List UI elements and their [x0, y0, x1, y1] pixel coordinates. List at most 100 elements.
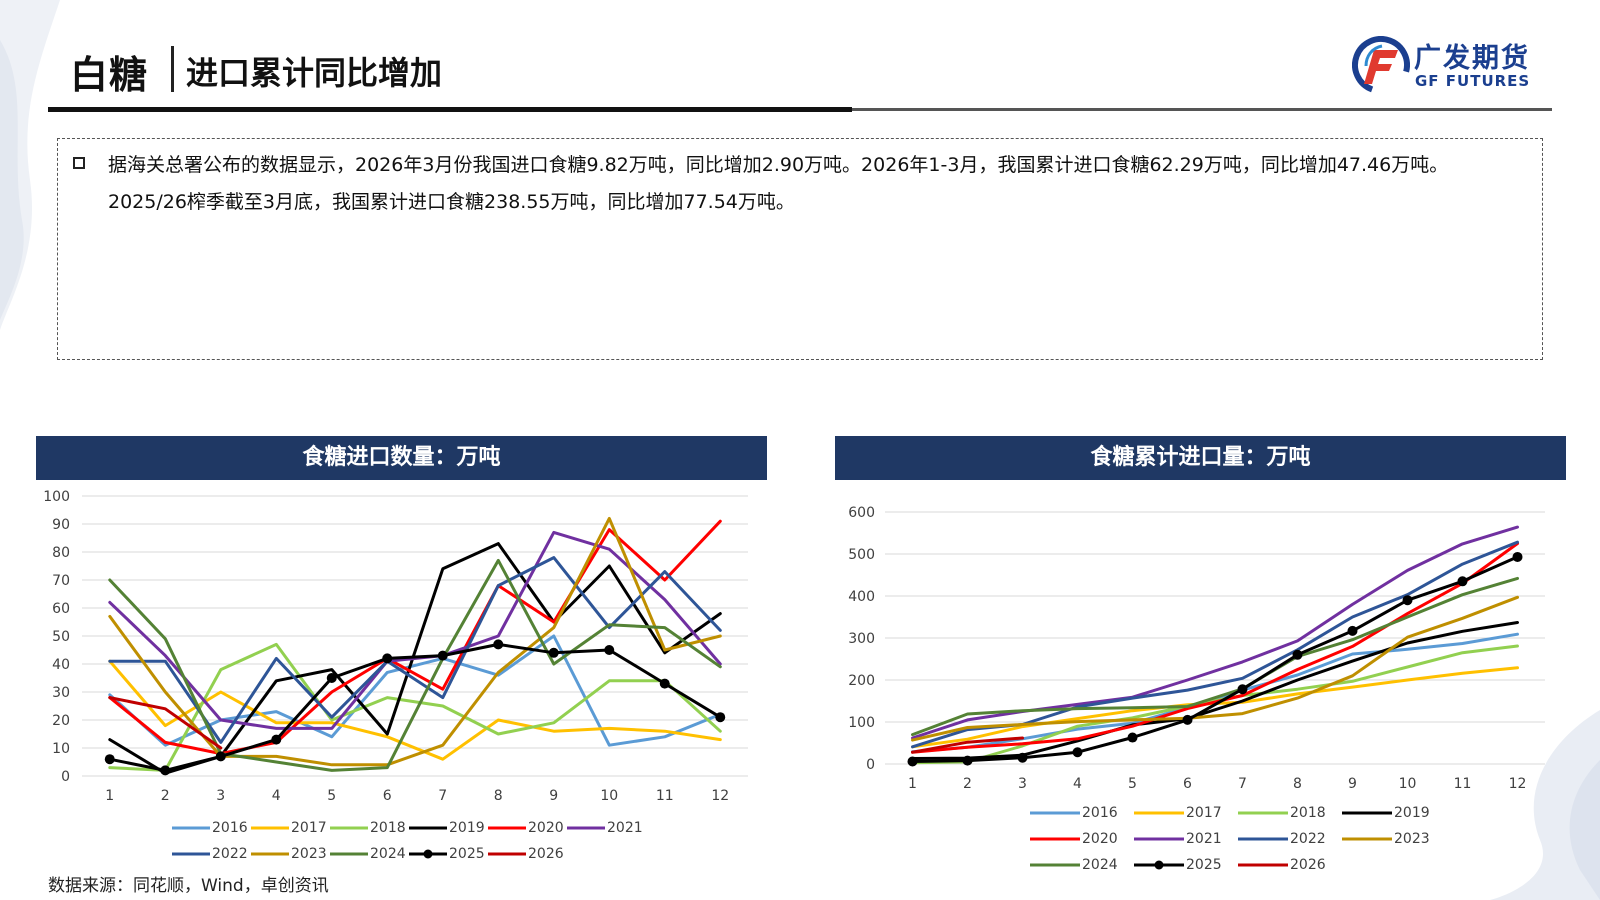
summary-line-2: 2025/26榨季截至3月底，我国累计进口食糖238.55万吨，同比增加77.5…: [108, 191, 795, 213]
chart-title-monthly-imports: 食糖进口数量：万吨: [36, 436, 767, 480]
y-tick-label: 300: [848, 631, 875, 647]
summary-line-1: 据海关总署公布的数据显示，2026年3月份我国进口食糖9.82万吨，同比增加2.…: [108, 154, 1449, 176]
y-tick-label: 70: [52, 573, 70, 589]
legend-item-2024: 2024: [1030, 857, 1134, 873]
legend-item-2025: 2025: [1134, 857, 1238, 873]
y-tick-label: 100: [43, 489, 70, 505]
y-tick-label: 90: [52, 517, 70, 533]
legend-swatch-2021: [1134, 837, 1184, 841]
legend-label-2017: 2017: [1186, 805, 1222, 821]
data-point-2025: [1402, 595, 1413, 606]
x-tick-label: 7: [438, 788, 447, 804]
chart-title-cumulative-imports: 食糖累计进口量：万吨: [835, 436, 1566, 480]
legend-label-2026: 2026: [1290, 857, 1326, 873]
legend-label-2022: 2022: [212, 846, 248, 862]
legend-swatch-2026: [488, 852, 526, 856]
data-point-2025: [160, 765, 171, 776]
series-line-2018: [108, 642, 722, 772]
x-tick-label: 9: [1348, 776, 1357, 792]
y-tick-label: 80: [52, 545, 70, 561]
gf-logo-mark-icon: [1352, 36, 1410, 94]
data-point-2025: [1457, 576, 1468, 587]
y-tick-label: 100: [848, 715, 875, 731]
data-point-2025: [659, 678, 670, 689]
y-tick-label: 500: [848, 547, 875, 563]
title-divider: [171, 46, 174, 92]
legend-swatch-2017: [1134, 811, 1184, 815]
page-title: 白糖: [70, 53, 149, 97]
legend-label-2023: 2023: [291, 846, 327, 862]
y-tick-label: 10: [52, 741, 70, 757]
legend-swatch-2024: [1030, 863, 1080, 867]
legend-swatch-2020: [488, 826, 526, 830]
x-tick-label: 6: [383, 788, 392, 804]
legend-label-2018: 2018: [370, 820, 406, 836]
y-tick-label: 20: [52, 713, 70, 729]
legend-item-2026: 2026: [1238, 857, 1342, 873]
data-point-2025: [1072, 747, 1083, 758]
series-line-2026: [108, 696, 223, 750]
series-line-2020: [911, 542, 1519, 754]
data-point-2025: [1512, 551, 1523, 562]
legend-item-2019: 2019: [409, 820, 488, 836]
logo-text-cn: 广发期货: [1414, 43, 1530, 74]
series-line-2016: [108, 634, 722, 747]
legend-item-2026: 2026: [488, 846, 567, 862]
data-point-2025: [1237, 684, 1248, 695]
series-line-2025: [108, 642, 722, 772]
legend-label-2023: 2023: [1394, 831, 1430, 847]
series-line-2025: [911, 555, 1519, 763]
series-line-2026: [911, 736, 1024, 754]
series-line-2021: [911, 525, 1519, 740]
x-tick-label: 7: [1238, 776, 1247, 792]
legend-label-2016: 2016: [1082, 805, 1118, 821]
data-point-2025: [1292, 649, 1303, 660]
y-tick-label: 200: [848, 673, 875, 689]
x-tick-label: 5: [327, 788, 336, 804]
monthly-imports-legend: 2016 2017 2018 2019 2020 2021 2022 2023 2024 2025…: [172, 815, 646, 867]
y-tick-label: 30: [52, 685, 70, 701]
data-source-note: 数据来源：同花顺，Wind，卓创资讯: [48, 876, 329, 896]
header-rule-dark: [48, 107, 852, 112]
x-tick-label: 8: [1293, 776, 1302, 792]
x-tick-label: 12: [1509, 776, 1527, 792]
legend-item-2019: 2019: [1342, 805, 1446, 821]
x-tick-label: 10: [600, 788, 618, 804]
y-tick-label: 0: [61, 769, 70, 785]
series-line-2023: [911, 595, 1519, 742]
gf-futures-logo: 广发期货 GF FUTURES: [1352, 36, 1552, 96]
y-tick-label: 60: [52, 601, 70, 617]
y-tick-label: 400: [848, 589, 875, 605]
data-point-2025: [382, 653, 393, 664]
legend-label-2026: 2026: [528, 846, 564, 862]
legend-label-2024: 2024: [1082, 857, 1118, 873]
x-tick-label: 11: [656, 788, 674, 804]
y-tick-label: 40: [52, 657, 70, 673]
x-tick-label: 4: [272, 788, 281, 804]
legend-swatch-2021: [567, 826, 605, 830]
legend-swatch-2025: [1134, 860, 1184, 870]
data-point-2025: [326, 673, 337, 683]
data-point-2025: [271, 734, 282, 745]
page-subtitle: 进口累计同比增加: [186, 54, 443, 92]
legend-swatch-2022: [1238, 837, 1288, 841]
data-point-2025: [715, 712, 726, 723]
legend-item-2017: 2017: [251, 820, 330, 836]
legend-swatch-2019: [409, 826, 447, 830]
data-point-2025: [104, 754, 115, 765]
series-line-2016: [911, 632, 1519, 754]
legend-swatch-2022: [172, 852, 210, 856]
legend-swatch-2025: [409, 849, 447, 859]
series-line-2023: [108, 516, 722, 767]
legend-label-2021: 2021: [607, 820, 643, 836]
x-tick-label: 4: [1073, 776, 1082, 792]
legend-item-2021: 2021: [567, 820, 646, 836]
x-tick-label: 6: [1183, 776, 1192, 792]
legend-label-2025: 2025: [1186, 857, 1222, 873]
data-point-2025: [548, 647, 559, 658]
data-point-2025: [1182, 714, 1193, 725]
legend-swatch-2016: [1030, 811, 1080, 815]
x-tick-label: 10: [1399, 776, 1417, 792]
data-point-2025: [962, 755, 973, 766]
